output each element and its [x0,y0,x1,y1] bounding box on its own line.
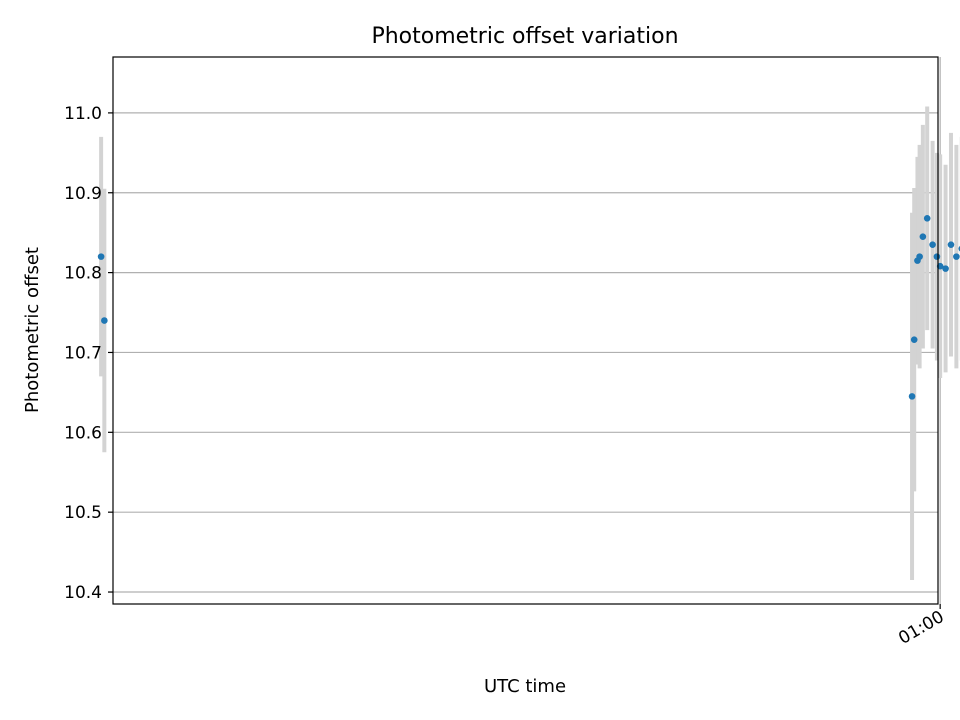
data-point [923,215,931,222]
data-point [908,393,916,400]
data-point [942,265,949,272]
data-points [97,215,960,400]
y-tick-label: 10.7 [64,343,102,363]
data-point [97,253,105,260]
data-point [953,253,960,260]
data-point [914,257,921,264]
plot-frame [112,56,939,605]
grid [113,57,941,604]
x-axis-label: UTC time [484,676,566,697]
y-axis-label: Photometric offset [22,247,43,413]
y-tick-label: 11.0 [64,104,102,124]
data-point [947,241,955,248]
y-axis: 10.4 10.5 10.6 10.7 10.8 10.9 11.0 [64,104,113,603]
data-point [101,317,108,324]
y-tick-label: 10.9 [64,184,102,204]
y-tick-label: 10.8 [64,264,102,284]
plot-background [113,57,938,604]
x-axis: 14:0015:0016:0017:0018:0019:0020:0021:00… [895,604,948,649]
x-tick-label: 01:00 [895,607,947,649]
data-point [929,241,936,248]
y-tick-label: 10.4 [64,583,102,603]
chart-title: Photometric offset variation [371,24,678,49]
y-tick-label: 10.5 [64,503,102,523]
data-point [933,253,941,260]
y-tick-label: 10.6 [64,423,102,443]
data-point [919,233,927,240]
data-point [910,336,918,343]
